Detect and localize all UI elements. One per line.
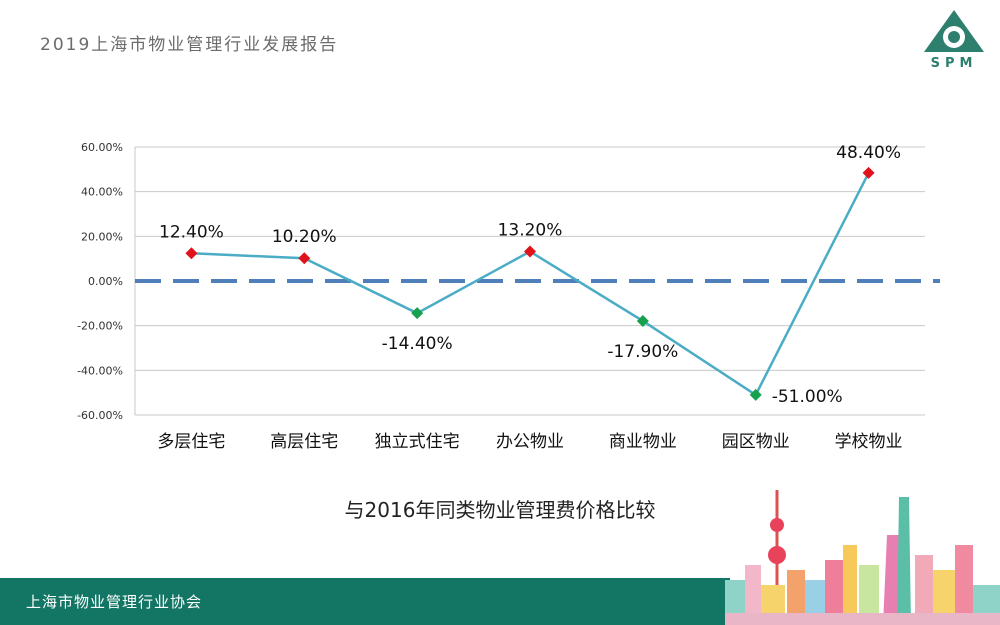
data-label: -51.00% — [772, 387, 843, 407]
x-tick-label: 学校物业 — [835, 432, 903, 452]
x-tick-label: 办公物业 — [496, 432, 564, 452]
data-label: -14.40% — [382, 334, 453, 354]
y-tick-label: -40.00% — [77, 364, 123, 377]
data-point-marker — [185, 247, 198, 260]
data-point-marker — [862, 166, 875, 179]
y-tick-label: 20.00% — [81, 230, 123, 243]
x-tick-label: 商业物业 — [609, 432, 677, 452]
data-label: -17.90% — [607, 342, 678, 362]
data-point-marker — [411, 307, 424, 320]
price-comparison-chart: 60.00% 40.00% 20.00% 0.00% -20.00% -40.00% -60… — [77, 141, 940, 452]
x-tick-label: 多层住宅 — [157, 432, 225, 452]
x-tick-label: 高层住宅 — [270, 432, 338, 452]
data-label: 10.20% — [272, 227, 337, 247]
x-tick-label: 独立式住宅 — [375, 432, 460, 452]
city-skyline-illustration — [725, 490, 1000, 625]
spm-logo-icon: SPM — [924, 10, 984, 70]
x-tick-label: 园区物业 — [722, 432, 790, 452]
y-tick-label: 40.00% — [81, 186, 123, 199]
y-tick-label: 60.00% — [81, 141, 123, 154]
footer-organization: 上海市物业管理行业协会 — [26, 593, 203, 611]
series-line — [191, 172, 870, 397]
y-tick-label: -60.00% — [77, 409, 123, 422]
y-tick-label: 0.00% — [88, 275, 123, 288]
logo-text: SPM — [931, 56, 978, 70]
data-point-marker — [749, 388, 762, 401]
data-label: 13.20% — [498, 221, 563, 241]
data-point-marker — [298, 252, 311, 265]
y-tick-label: -20.00% — [77, 320, 123, 333]
report-title: 2019上海市物业管理行业发展报告 — [40, 35, 339, 55]
data-point-marker — [524, 245, 536, 258]
data-point-marker — [636, 314, 649, 327]
data-label: 48.40% — [836, 143, 901, 163]
footer-bar — [0, 578, 730, 625]
chart-title: 与2016年同类物业管理费价格比较 — [344, 498, 656, 522]
data-label: 12.40% — [159, 222, 224, 242]
